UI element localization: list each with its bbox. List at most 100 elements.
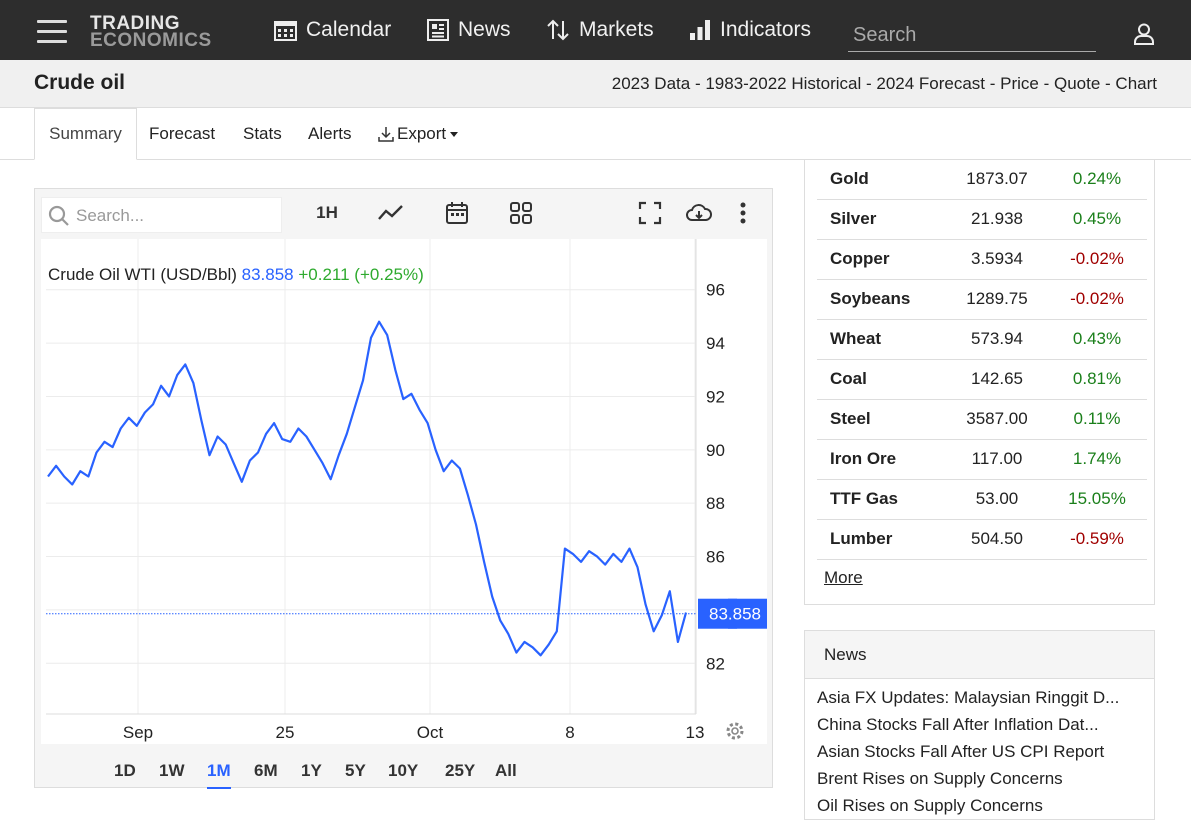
commodity-change: -0.02% (1070, 289, 1124, 308)
commodity-change: 0.81% (1072, 369, 1122, 388)
range-selector: 1D 1W 1M 6M 1Y 5Y 10Y 25Y All (35, 749, 772, 789)
commodity-name[interactable]: TTF Gas (830, 489, 899, 508)
commodity-price: 53.00 (975, 489, 1019, 508)
logo-line1: TRADING (90, 13, 181, 34)
title-bar: Crude oil 2023 Data - 1983-2022 Historic… (0, 60, 1191, 108)
x-tick-label: 25 (276, 723, 295, 742)
site-logo[interactable]: TRADING ECONOMICS (90, 13, 212, 51)
commodity-name[interactable]: Iron Ore (830, 449, 897, 468)
site-search-input[interactable] (848, 20, 1096, 52)
crumb-chart[interactable]: Chart (1115, 74, 1157, 93)
news-item-link[interactable]: China Stocks Fall After Inflation Dat... (817, 715, 1099, 734)
chart-search-input[interactable] (76, 206, 266, 226)
nav-markets[interactable]: Markets (546, 0, 654, 60)
range-5y-button[interactable]: 5Y (345, 761, 366, 780)
news-heading: News (805, 631, 1154, 679)
commodity-name[interactable]: Wheat (830, 329, 881, 348)
crumb-price[interactable]: Price (1000, 74, 1039, 93)
x-tick-label: Oct (417, 723, 444, 742)
last-price-label: 83.858 (709, 605, 761, 624)
commodity-name[interactable]: Lumber (830, 529, 893, 548)
chart-type-button[interactable] (375, 199, 407, 227)
commodity-row[interactable]: TTF Gas 53.00 15.05% (817, 480, 1147, 520)
more-options-button[interactable] (735, 199, 751, 227)
commodity-row[interactable]: Wheat 573.94 0.43% (817, 320, 1147, 360)
crumb-data[interactable]: 2023 Data (611, 74, 691, 93)
range-1w-button[interactable]: 1W (159, 761, 185, 780)
commodity-name[interactable]: Silver (830, 209, 877, 228)
markets-icon (547, 19, 569, 41)
commodity-name[interactable]: Steel (830, 409, 871, 428)
more-commodities-link[interactable]: More (824, 568, 863, 587)
news-item-link[interactable]: Brent Rises on Supply Concerns (817, 769, 1063, 788)
commodity-price: 142.65 (971, 369, 1023, 388)
tab-export-label: Export (397, 124, 447, 143)
nav-indicators-label: Indicators (720, 18, 812, 41)
indicators-button[interactable] (505, 199, 537, 227)
news-item-link[interactable]: Asian Stocks Fall After US CPI Report (817, 742, 1105, 761)
commodity-row[interactable]: Iron Ore 117.00 1.74% (817, 440, 1147, 480)
commodities-table: More Gold 1873.07 0.24% Silver 21.938 0.45% Co… (804, 160, 1155, 605)
crumb-quote[interactable]: Quote (1054, 74, 1101, 93)
crumb-forecast[interactable]: 2024 Forecast (876, 74, 986, 93)
settings-gear-icon[interactable] (726, 722, 744, 740)
commodity-price: 573.94 (971, 329, 1023, 348)
calendar-icon (274, 21, 297, 41)
caret-down-icon (450, 132, 459, 137)
last-price-badge-left (698, 598, 737, 629)
logo-line2: ECONOMICS (90, 30, 212, 51)
range-6m-button[interactable]: 6M (254, 761, 278, 780)
commodity-name[interactable]: Copper (830, 249, 890, 268)
commodity-row[interactable]: Steel 3587.00 0.11% (817, 400, 1147, 440)
indicators-icon (690, 20, 710, 40)
commodity-change: -0.02% (1070, 249, 1124, 268)
y-tick-label: 94 (706, 334, 725, 353)
hamburger-menu-icon[interactable] (37, 20, 67, 43)
range-1y-button[interactable]: 1Y (301, 761, 322, 780)
commodity-row[interactable]: Coal 142.65 0.81% (817, 360, 1147, 400)
fullscreen-button[interactable] (635, 199, 665, 227)
x-tick-label: 13 (686, 723, 705, 742)
commodity-row[interactable]: Copper 3.5934 -0.02% (817, 240, 1147, 280)
tab-stats[interactable]: Stats (243, 108, 282, 160)
grid-icon (510, 202, 532, 224)
range-25y-button[interactable]: 25Y (445, 761, 476, 780)
download-icon (378, 127, 394, 142)
tab-forecast-label: Forecast (149, 124, 216, 143)
commodity-price: 3587.00 (966, 409, 1028, 428)
commodity-row[interactable]: Soybeans 1289.75 -0.02% (817, 280, 1147, 320)
chart-panel: 1H 8284868890929496Sep25Oct81383.858Crud… (34, 188, 773, 789)
tab-summary-label: Summary (49, 124, 122, 143)
nav-news[interactable]: News (427, 0, 511, 60)
user-icon[interactable] (1133, 23, 1155, 45)
tab-forecast[interactable]: Forecast (149, 108, 215, 160)
range-1m-button[interactable]: 1M (207, 761, 231, 789)
y-tick-label: 86 (706, 548, 725, 567)
interval-button[interactable]: 1H (307, 199, 347, 227)
commodity-name[interactable]: Soybeans (830, 289, 911, 308)
commodity-name[interactable]: Gold (830, 169, 869, 188)
tab-summary[interactable]: Summary (34, 108, 137, 160)
range-all-button[interactable]: All (495, 761, 517, 780)
commodity-row[interactable]: Gold 1873.07 0.24% (817, 160, 1147, 200)
chart-legend: Crude Oil WTI (USD/Bbl) 83.858 +0.211 (+… (48, 265, 424, 284)
range-1d-button[interactable]: 1D (114, 761, 136, 780)
news-item-link[interactable]: Asia FX Updates: Malaysian Ringgit D... (817, 688, 1120, 707)
commodity-change: 0.24% (1072, 169, 1122, 188)
date-range-button[interactable] (441, 199, 473, 227)
nav-calendar[interactable]: Calendar (274, 0, 391, 60)
breadcrumb: 2023 Data - 1983-2022 Historical - 2024 … (611, 74, 1157, 93)
news-item-link[interactable]: Oil Rises on Supply Concerns (817, 796, 1043, 815)
tab-alerts[interactable]: Alerts (308, 108, 351, 160)
range-10y-button[interactable]: 10Y (388, 761, 419, 780)
crumb-historical[interactable]: 1983-2022 Historical (705, 74, 862, 93)
tab-export[interactable]: Export (377, 108, 459, 160)
price-series-line[interactable] (47, 320, 688, 657)
commodity-row[interactable]: Lumber 504.50 -0.59% (817, 520, 1147, 560)
download-chart-button[interactable] (683, 199, 715, 227)
commodity-row[interactable]: Silver 21.938 0.45% (817, 200, 1147, 240)
commodity-name[interactable]: Coal (830, 369, 867, 388)
nav-indicators[interactable]: Indicators (689, 0, 811, 60)
